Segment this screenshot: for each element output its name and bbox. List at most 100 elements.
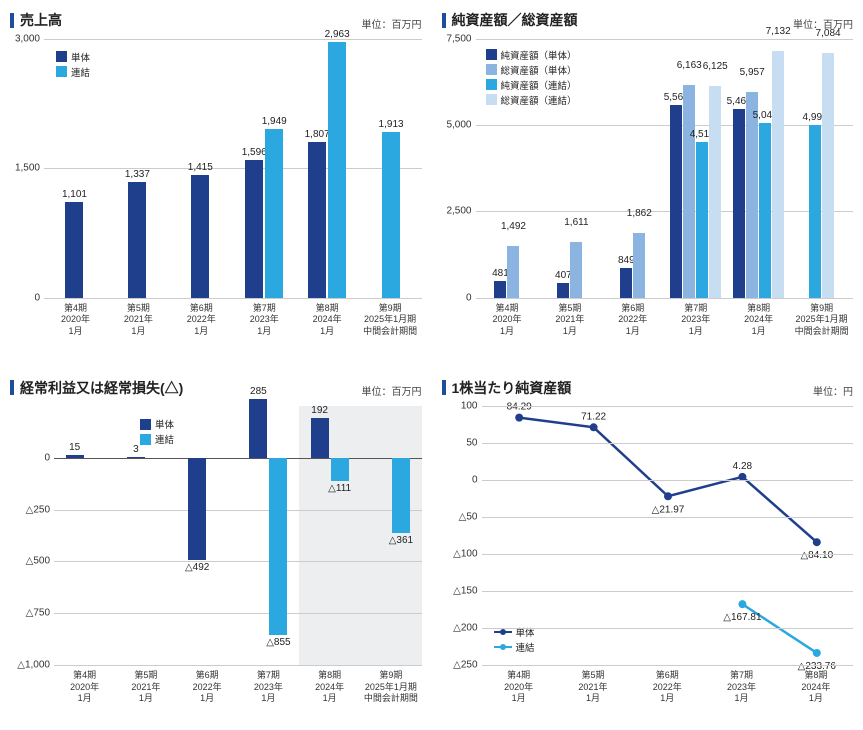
panel-revenue: 売上高 単位：百万円 単体 連結 01,5003,0001,1011,3371,… bbox=[10, 10, 422, 338]
legend-line-icon bbox=[494, 646, 512, 648]
gridline bbox=[54, 665, 422, 666]
chart1-unit: 単位：百万円 bbox=[362, 16, 422, 31]
point-label: △21.97 bbox=[651, 504, 684, 515]
bar-value-label: 1,337 bbox=[125, 169, 150, 182]
bar-value-label: 1,596 bbox=[242, 147, 267, 160]
bar: 1,492 bbox=[507, 246, 519, 298]
point-label: △84.10 bbox=[800, 550, 833, 561]
bar: 1,862 bbox=[633, 233, 645, 297]
bar: 4,516 bbox=[696, 142, 708, 298]
bar: 192 bbox=[311, 418, 329, 458]
point-label: △233.76 bbox=[797, 661, 836, 672]
bar-value-label: 1,807 bbox=[305, 129, 330, 142]
chart4-plot: 84.2971.22△21.974.28△84.10△167.81△233.76… bbox=[482, 406, 854, 666]
bar-consolidated: 2,963 bbox=[328, 42, 346, 298]
x-tick-label: 第7期2023年1月 bbox=[704, 670, 778, 705]
chart4-xaxis: 第4期2020年1月第5期2021年1月第6期2022年1月第7期2023年1月… bbox=[482, 670, 854, 705]
x-tick-label: 第8期2024年1月 bbox=[296, 303, 359, 338]
bar-value-label: 481 bbox=[492, 268, 509, 281]
gridline bbox=[482, 517, 854, 518]
chart3-plot: 単体 連結 0△250△500△750△1,000153△492285△8551… bbox=[54, 406, 422, 666]
y-tick-label: △250 bbox=[26, 504, 54, 515]
x-tick-label: 第4期2020年1月 bbox=[54, 670, 115, 705]
bar-group: 1,337 bbox=[107, 39, 170, 298]
y-tick-label: 50 bbox=[466, 438, 481, 449]
bar-value-label: 6,163 bbox=[677, 60, 702, 85]
bar-value-label: △111 bbox=[328, 481, 351, 494]
dashboard-grid: 売上高 単位：百万円 単体 連結 01,5003,0001,1011,3371,… bbox=[0, 0, 863, 715]
bar: 15 bbox=[66, 455, 84, 458]
y-tick-label: 0 bbox=[472, 475, 482, 486]
point-standalone bbox=[812, 538, 820, 546]
point-standalone bbox=[515, 414, 523, 422]
y-tick-label: △500 bbox=[26, 556, 54, 567]
bar-consolidated: 1,949 bbox=[265, 129, 283, 297]
x-tick-label: 第5期2021年1月 bbox=[115, 670, 176, 705]
gridline bbox=[482, 480, 854, 481]
gridline bbox=[482, 406, 854, 407]
bar-value-label: 5,957 bbox=[740, 67, 765, 92]
bar-value-label: 1,492 bbox=[501, 221, 526, 246]
bar-value-label: 1,101 bbox=[62, 189, 87, 202]
bar-group: 1,5961,949 bbox=[233, 39, 296, 298]
bar-value-label: 15 bbox=[69, 442, 80, 455]
y-tick-label: 2,500 bbox=[446, 206, 475, 217]
bar-group: 192 △111 bbox=[299, 406, 360, 665]
bar: △492 bbox=[188, 458, 206, 560]
x-tick-label: 第5期2021年1月 bbox=[538, 303, 601, 338]
point-label: 71.22 bbox=[581, 411, 606, 422]
bar: 3 bbox=[127, 457, 145, 458]
y-tick-label: △750 bbox=[26, 608, 54, 619]
x-tick-label: 第4期2020年1月 bbox=[476, 303, 539, 338]
x-tick-label: 第6期2022年1月 bbox=[601, 303, 664, 338]
panel-per-share: 1株当たり純資産額 単位：円 84.2971.22△21.974.28△84.1… bbox=[442, 378, 854, 706]
bar-group: 1,913 bbox=[359, 39, 422, 298]
point-consolidated bbox=[738, 600, 746, 608]
bar-value-label: 1,415 bbox=[188, 162, 213, 175]
x-tick-label: 第9期2025年1月期中間会計期間 bbox=[360, 670, 421, 705]
y-tick-label: 3,000 bbox=[15, 33, 44, 44]
bar-group: △492 bbox=[177, 406, 238, 665]
bar-value-label: 1,611 bbox=[564, 217, 588, 242]
legend-label: 連結 bbox=[516, 640, 535, 654]
chart3-title: 経常利益又は経常損失(△) bbox=[10, 378, 183, 398]
bar-standalone: 1,807 bbox=[308, 142, 326, 298]
bar-value-label: 1,862 bbox=[627, 208, 652, 233]
bar-value-label: 7,132 bbox=[766, 26, 791, 51]
gridline bbox=[482, 628, 854, 629]
bar-value-label: △361 bbox=[389, 533, 413, 546]
y-tick-label: 0 bbox=[466, 292, 476, 303]
gridline bbox=[482, 554, 854, 555]
point-standalone bbox=[664, 492, 672, 500]
bar-standalone: 1,101 bbox=[65, 202, 83, 297]
y-tick-label: 7,500 bbox=[446, 33, 475, 44]
x-tick-label: 第5期2021年1月 bbox=[107, 303, 170, 338]
bar-value-label: △855 bbox=[266, 635, 290, 648]
point-standalone bbox=[589, 423, 597, 431]
bar-standalone: 1,415 bbox=[191, 175, 209, 297]
bar-group: 4,9907,084 bbox=[790, 39, 853, 298]
bar: 407 bbox=[557, 283, 569, 297]
bar-group: 15 bbox=[54, 406, 115, 665]
panel-profitloss: 経常利益又は経常損失(△) 単位：百万円 単体 連結 0△250△500△750… bbox=[10, 378, 422, 706]
x-tick-label: 第4期2020年1月 bbox=[44, 303, 107, 338]
y-tick-label: 0 bbox=[44, 452, 54, 463]
bar-group: 5,5666,1634,5166,125 bbox=[664, 39, 727, 298]
bar: 7,132 bbox=[772, 51, 784, 297]
bar-value-label: 849 bbox=[618, 255, 635, 268]
bar-value-label: △492 bbox=[185, 560, 209, 573]
x-tick-label: 第7期2023年1月 bbox=[233, 303, 296, 338]
bar: 1,611 bbox=[570, 242, 582, 298]
bar-value-label: 6,125 bbox=[703, 61, 728, 86]
y-tick-label: △1,000 bbox=[17, 660, 54, 671]
x-tick-label: 第9期2025年1月期中間会計期間 bbox=[790, 303, 853, 338]
gridline bbox=[482, 443, 854, 444]
bar: 7,084 bbox=[822, 53, 834, 298]
gridline bbox=[482, 665, 854, 666]
x-tick-label: 第8期2024年1月 bbox=[779, 670, 853, 705]
bar-value-label: 1,913 bbox=[379, 119, 404, 132]
x-tick-label: 第8期2024年1月 bbox=[727, 303, 790, 338]
bar-value-label: 3 bbox=[133, 444, 139, 457]
point-label: 4.28 bbox=[732, 461, 752, 472]
bar: 6,163 bbox=[683, 85, 695, 298]
